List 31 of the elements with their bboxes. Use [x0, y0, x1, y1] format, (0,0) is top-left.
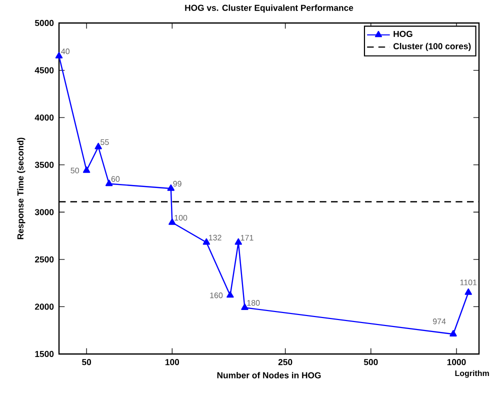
text: 100: [174, 214, 188, 221]
x-tick-label: 50: [82, 359, 92, 366]
y-tick-label: 2500: [34, 256, 54, 262]
text: 1101: [460, 280, 477, 286]
text: Logrithm: [455, 370, 489, 378]
x-tick-label: 500: [364, 359, 378, 366]
y-axis-title: Response Time (second): [17, 138, 26, 240]
y-tick-label: 5000: [34, 20, 54, 26]
text: 55: [100, 139, 109, 145]
legend-label: HOG: [394, 30, 412, 37]
text: 180: [247, 300, 260, 306]
text: 50: [70, 168, 79, 174]
text: 132: [208, 234, 222, 240]
y-tick-label: 1500: [35, 350, 54, 358]
x-axis-title: Number of Nodes in HOG: [217, 372, 321, 378]
text: 160: [210, 292, 223, 298]
y-tick-label: 4000: [34, 114, 54, 121]
text: 974: [432, 318, 446, 324]
x-tick-label: 100: [165, 359, 180, 366]
x-tick-label: 250: [278, 359, 292, 366]
y-tick-label: 3500: [34, 162, 54, 168]
text: 60: [111, 176, 120, 182]
text: 40: [61, 48, 70, 54]
x-tick-label: 1000: [447, 359, 466, 366]
y-tick-label: 3000: [34, 209, 54, 216]
chart-title: HOG vs. Cluster Equivalent Performance: [185, 4, 354, 13]
text: 171: [240, 234, 254, 240]
legend-label: Cluster (100 cores): [393, 42, 471, 51]
text: 99: [173, 180, 182, 187]
y-tick-label: 4500: [34, 67, 54, 74]
y-tick-label: 2000: [34, 304, 54, 310]
